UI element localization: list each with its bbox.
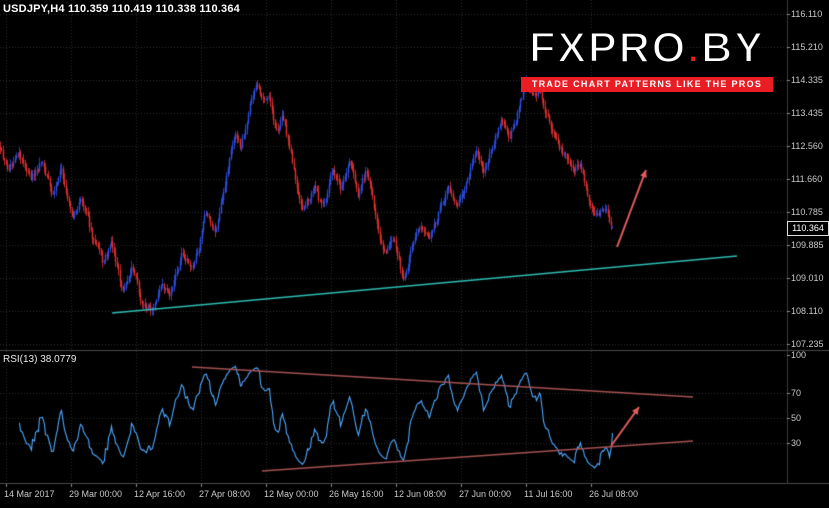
time-axis-label: 12 Apr 16:00 [134,489,186,499]
rsi-axis-label: 100 [791,350,807,360]
rsi-axis-label: 70 [791,388,802,398]
price-axis-label: 115.210 [791,42,823,52]
indicator-name: RSI(13) [3,354,38,365]
price-axis-label: 110.785 [791,207,823,217]
current-price-tag: 110.364 [787,221,829,236]
time-axis-label: 14 Mar 2017 [4,489,55,499]
ohlc-values: 110.359 110.419 110.338 110.364 [67,3,240,15]
time-axis-label: 27 Apr 08:00 [199,489,251,499]
price-axis-label: 108.110 [791,306,823,316]
symbol-timeframe: USDJPY,H4 [3,3,65,15]
brand-dot: . [686,24,702,72]
price-axis-label: 109.010 [791,273,824,283]
time-axis-label: 26 Jul 08:00 [589,489,639,499]
price-axis-label: 107.235 [791,339,824,349]
price-axis-label: 113.435 [791,108,823,118]
price-axis-label: 114.335 [791,75,823,85]
brand-suffix: BY [700,24,765,72]
time-axis-label: 29 Mar 00:00 [69,489,123,499]
time-axis-label: 11 Jul 16:00 [524,489,573,499]
indicator-value: 38.0779 [40,354,77,365]
rsi-axis-label: 30 [791,438,802,448]
price-axis-label: 109.885 [791,240,824,250]
price-axis-label: 116.110 [791,9,823,19]
brand-tagline: TRADE CHART PATTERNS LIKE THE PROS [521,77,773,92]
price-axis-label: 111.660 [791,174,823,184]
time-axis-label: 12 May 00:00 [264,489,319,499]
indicator-label: RSI(13) 38.0779 [3,354,76,365]
chart-title: USDJPY,H4 110.359 110.419 110.338 110.36… [3,3,240,15]
rsi-axis-label: 50 [791,413,802,423]
brand-logo: FXPRO.BY TRADE CHART PATTERNS LIKE THE P… [521,24,773,92]
time-axis-label: 26 May 16:00 [329,489,384,499]
time-axis-label: 27 Jun 00:00 [459,489,512,499]
price-axis-label: 112.560 [791,141,823,151]
time-axis-label: 12 Jun 08:00 [394,489,447,499]
brand-name: FXPRO.BY [521,24,773,72]
brand-main: FXPRO [528,24,688,72]
